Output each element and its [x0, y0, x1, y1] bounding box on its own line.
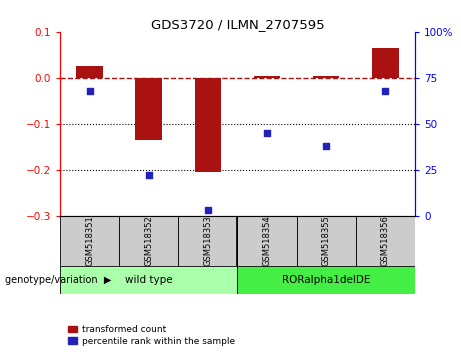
Point [382, 88, 389, 93]
Bar [76, 67, 103, 78]
Legend: transformed count, percentile rank within the sample: transformed count, percentile rank withi… [65, 321, 238, 349]
Bar [296, 216, 356, 266]
Bar [237, 266, 415, 294]
Text: wild type: wild type [125, 275, 172, 285]
Text: GSM518354: GSM518354 [262, 215, 272, 266]
Bar [60, 216, 119, 266]
Title: GDS3720 / ILMN_2707595: GDS3720 / ILMN_2707595 [151, 18, 324, 31]
Point [145, 173, 152, 178]
Text: GSM518355: GSM518355 [322, 215, 331, 266]
Text: GSM518353: GSM518353 [203, 215, 213, 266]
Text: GSM518356: GSM518356 [381, 215, 390, 266]
Text: genotype/variation  ▶: genotype/variation ▶ [5, 275, 111, 285]
Point [86, 88, 93, 93]
Text: RORalpha1delDE: RORalpha1delDE [282, 275, 370, 285]
Bar [237, 216, 296, 266]
Point [204, 207, 212, 213]
Bar [119, 216, 178, 266]
Text: GSM518351: GSM518351 [85, 215, 94, 266]
Point [263, 130, 271, 136]
Point [322, 143, 330, 149]
Bar [178, 216, 237, 266]
Bar [254, 76, 280, 78]
Bar [356, 216, 415, 266]
Bar [195, 78, 221, 172]
Bar [313, 76, 339, 78]
Bar [60, 266, 237, 294]
Bar [136, 78, 162, 140]
Bar [372, 48, 399, 78]
Text: GSM518352: GSM518352 [144, 215, 153, 266]
